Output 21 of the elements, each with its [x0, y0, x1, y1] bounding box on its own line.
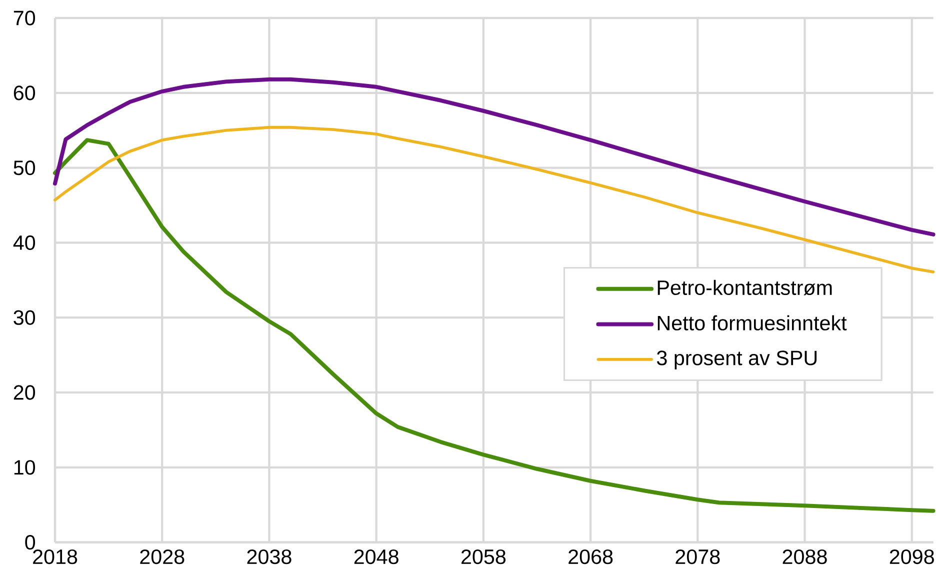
line-series [53, 138, 936, 513]
x-tick-label: 2078 [676, 549, 720, 564]
x-tick-label: 2048 [354, 549, 398, 564]
x-tick-label: 2088 [782, 549, 827, 564]
y-tick-label: 60 [14, 86, 36, 100]
y-tick-label: 70 [14, 10, 36, 26]
legend-label: Netto formuesinntekt [658, 315, 847, 330]
y-tick-label: 40 [13, 235, 36, 250]
y-tick-label: 20 [14, 385, 36, 400]
x-tick-label: 2028 [140, 549, 184, 564]
y-tick-label: 30 [14, 310, 36, 325]
x-tick-label: 2068 [568, 549, 613, 564]
x-tick-label: 2098 [890, 549, 934, 564]
y-tick-label: 10 [14, 460, 36, 475]
y-tick-label: 0 [25, 534, 36, 550]
x-tick-label: 2058 [461, 549, 506, 564]
legend-label: 3 prosent av SPU [656, 350, 817, 370]
y-tick-label: 50 [14, 160, 36, 176]
legend-label: Petro-kontantstrøm [658, 280, 832, 296]
x-tick-label: 2018 [33, 549, 78, 564]
x-tick-label: 2038 [247, 549, 292, 564]
